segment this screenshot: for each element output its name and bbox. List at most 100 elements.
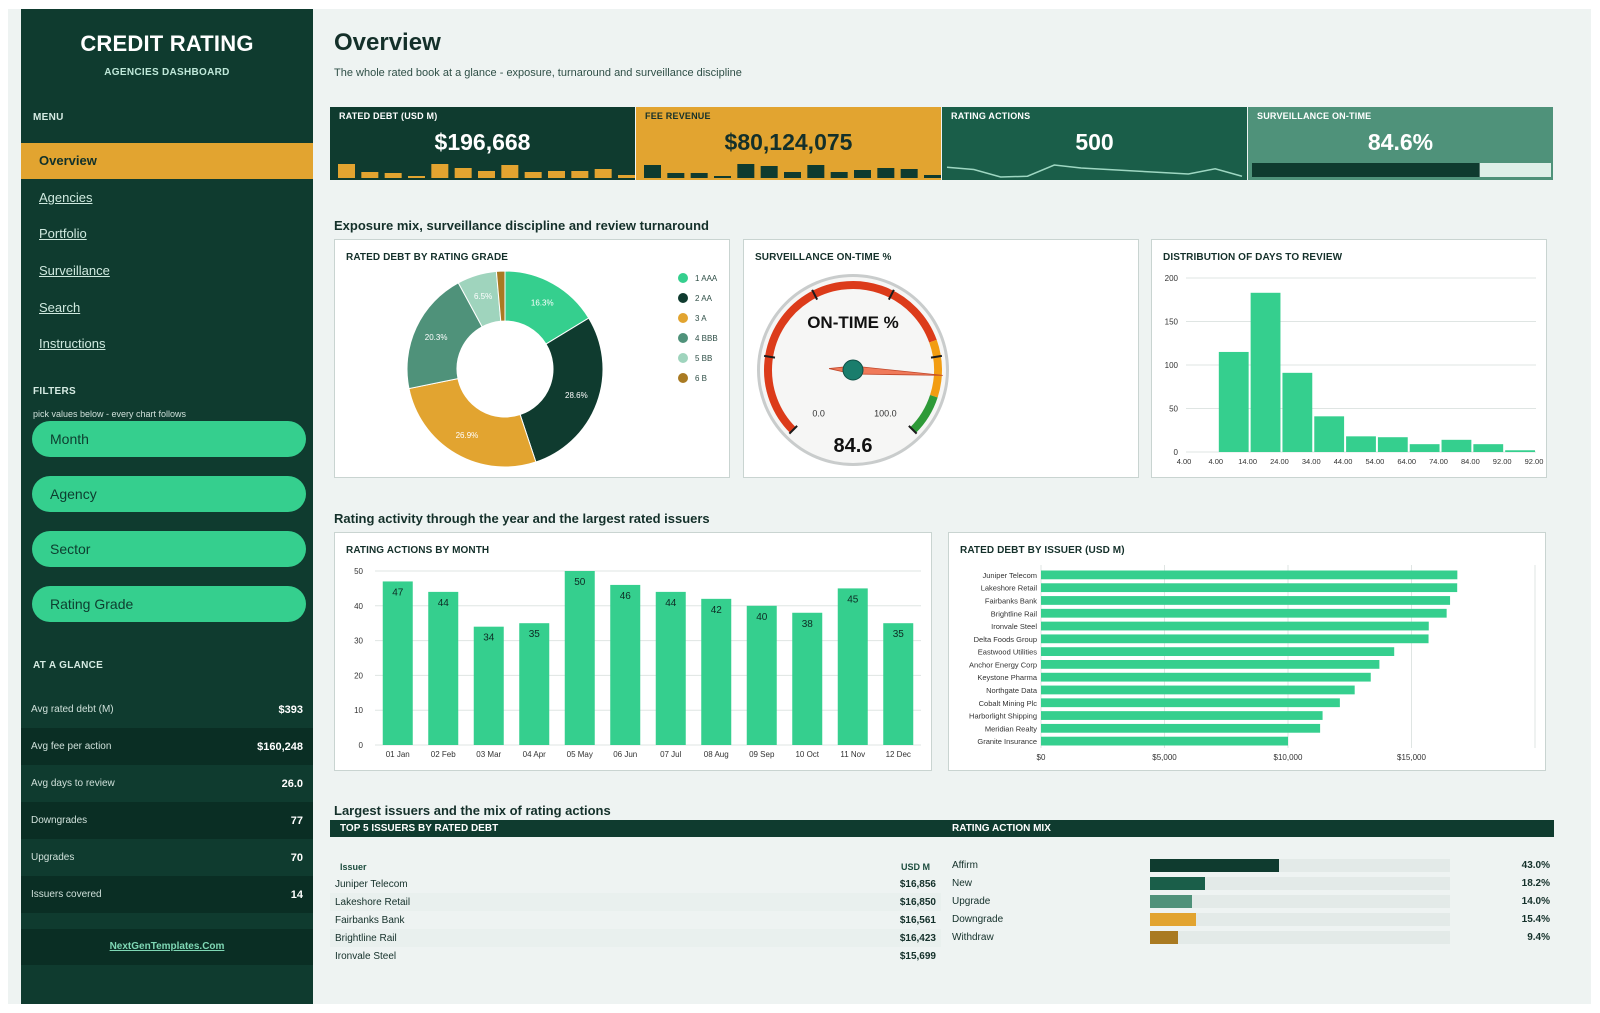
card-actions-by-month: RATING ACTIONS BY MONTH 0 10 20 30 40 50 47 01 … [334,532,932,771]
mix-percent: 9.4% [1527,932,1550,943]
gauge-max-label: 100.0 [874,408,897,418]
slice-label: 16.3% [531,299,554,308]
filter-agency-button[interactable]: Agency [32,476,306,512]
issuer-label: Ironvale Steel [991,622,1037,631]
table-row: Fairbanks Bank $16,561 [330,911,941,929]
spark-bar [408,176,425,178]
glance-label-text: Avg rated debt (M) [31,704,114,715]
issuer-label: Granite Insurance [977,737,1037,746]
filter-sector-button[interactable]: Sector [32,531,306,567]
x-tick-label: 04 Apr [523,750,546,759]
issuer-bar [1041,698,1340,708]
spark-bar [338,164,355,178]
spark-bar [667,173,685,178]
kpi-sparkline [946,164,1243,178]
legend-label: 4 BBB [695,334,718,343]
kpi-value: $80,124,075 [724,129,853,155]
table-row: Lakeshore Retail $16,850 [330,893,941,911]
gauge-tick [887,289,895,301]
spark-bar [644,165,661,178]
x-tick-label: 4.00 [1209,457,1224,466]
issuer-bar [1041,685,1355,695]
month-bar [519,623,550,745]
hist-bar [1218,351,1249,452]
menu-item-portfolio[interactable]: Portfolio [39,226,87,241]
y-tick-label: 50 [1169,405,1178,414]
x-tick-label: $0 [1037,753,1046,762]
menu-item-instructions[interactable]: Instructions [39,336,106,351]
x-tick-label: $10,000 [1274,753,1303,762]
glance-row: Avg days to review 26.0 [21,765,313,802]
bar-value-label: 45 [847,594,859,605]
hist-bar [1314,416,1345,452]
legend-swatch [678,353,688,363]
kpi-label: FEE REVENUE [645,111,711,121]
spark-bar [361,172,379,178]
issuer-label: Brightline Rail [991,609,1038,618]
glance-row: Avg rated debt (M) $393 [21,691,313,728]
issuer-label: Meridian Realty [985,724,1037,733]
donut-slice [406,282,483,390]
spark-bar [924,175,941,178]
footer-link[interactable]: NextGenTemplates.Com [21,929,313,965]
month-bar [473,626,504,745]
x-tick-label: 44.00 [1334,457,1353,466]
kpi-label: SURVEILLANCE ON-TIME [1257,111,1372,121]
menu-item-overview[interactable]: Overview [21,143,313,179]
issuer-bar [1041,608,1447,618]
hist-bar [1441,439,1472,452]
mix-row: Affirm 43.0% [946,857,1552,875]
x-tick-label: 24.00 [1270,457,1289,466]
y-tick-label: 0 [359,741,364,750]
spark-bar [760,166,778,178]
bar-value-label: 46 [620,591,632,602]
glance-row: Downgrades 77 [21,802,313,839]
kpi-value: $196,668 [434,129,531,155]
bar-value-label: 34 [483,633,495,644]
mix-bar [1150,895,1192,908]
spark-line [946,164,1243,178]
issuer-bar [1041,570,1458,580]
slice-label: 20.3% [425,333,448,342]
menu-item-agencies[interactable]: Agencies [39,190,93,205]
spark-bar [548,171,565,178]
issuer-bar [1041,723,1321,733]
mix-track [1150,877,1450,890]
legend-swatch [678,373,688,383]
filter-month-button[interactable]: Month [32,421,306,457]
donut-slice [408,377,537,468]
gauge-hub [842,359,864,381]
brand-title: CREDIT RATING [80,31,254,56]
mix-name: Withdraw [952,932,994,943]
menu-item-search[interactable]: Search [39,300,81,315]
gauge-tick [811,289,819,301]
card-surveillance-gauge: SURVEILLANCE ON-TIME % ON-TIME % 0.0 100.0… [743,239,1139,478]
glance-value: $393 [278,703,303,716]
mix-row: Withdraw 9.4% [946,929,1552,947]
mix-track [1150,895,1450,908]
spark-bar [900,169,918,178]
card-debt-by-issuer: RATED DEBT BY ISSUER (USD M) $0 $5,000 $10… [948,532,1546,771]
glance-value: 26.0 [281,777,303,790]
kpi-sparkline [338,164,635,178]
filter-rating-grade-button[interactable]: Rating Grade [32,586,306,622]
donut-chart: 16.3% 28.6% 26.9% 20.3% 6.5% 1 AAA 2 AA 3 A 4 BB… [406,270,718,468]
y-tick-label: 150 [1165,318,1179,327]
glance-value: 14 [290,888,303,901]
issuer-bar [1041,672,1371,682]
card-days-to-review: DISTRIBUTION OF DAYS TO REVIEW 0 50 100 150… [1151,239,1547,478]
glance-label-text: Downgrades [31,815,88,826]
x-tick-label: 64.00 [1397,457,1416,466]
spark-bar [807,165,825,178]
gauge-chart: ON-TIME % 0.0 100.0 84.6 [757,274,949,466]
legend-swatch [678,333,688,343]
kpi-surveillance-on-time: SURVEILLANCE ON-TIME 84.6% [1248,107,1553,180]
brand-subtitle: AGENCIES DASHBOARD [104,67,230,78]
x-tick-label: $15,000 [1397,753,1426,762]
kpi-label: RATED DEBT (USD M) [339,111,438,121]
issuer-name: Fairbanks Bank [335,914,405,926]
kpi-progress [1252,163,1551,177]
issuer-name: Ironvale Steel [335,950,397,962]
legend-label: 3 A [695,314,707,323]
menu-item-surveillance[interactable]: Surveillance [39,263,110,278]
